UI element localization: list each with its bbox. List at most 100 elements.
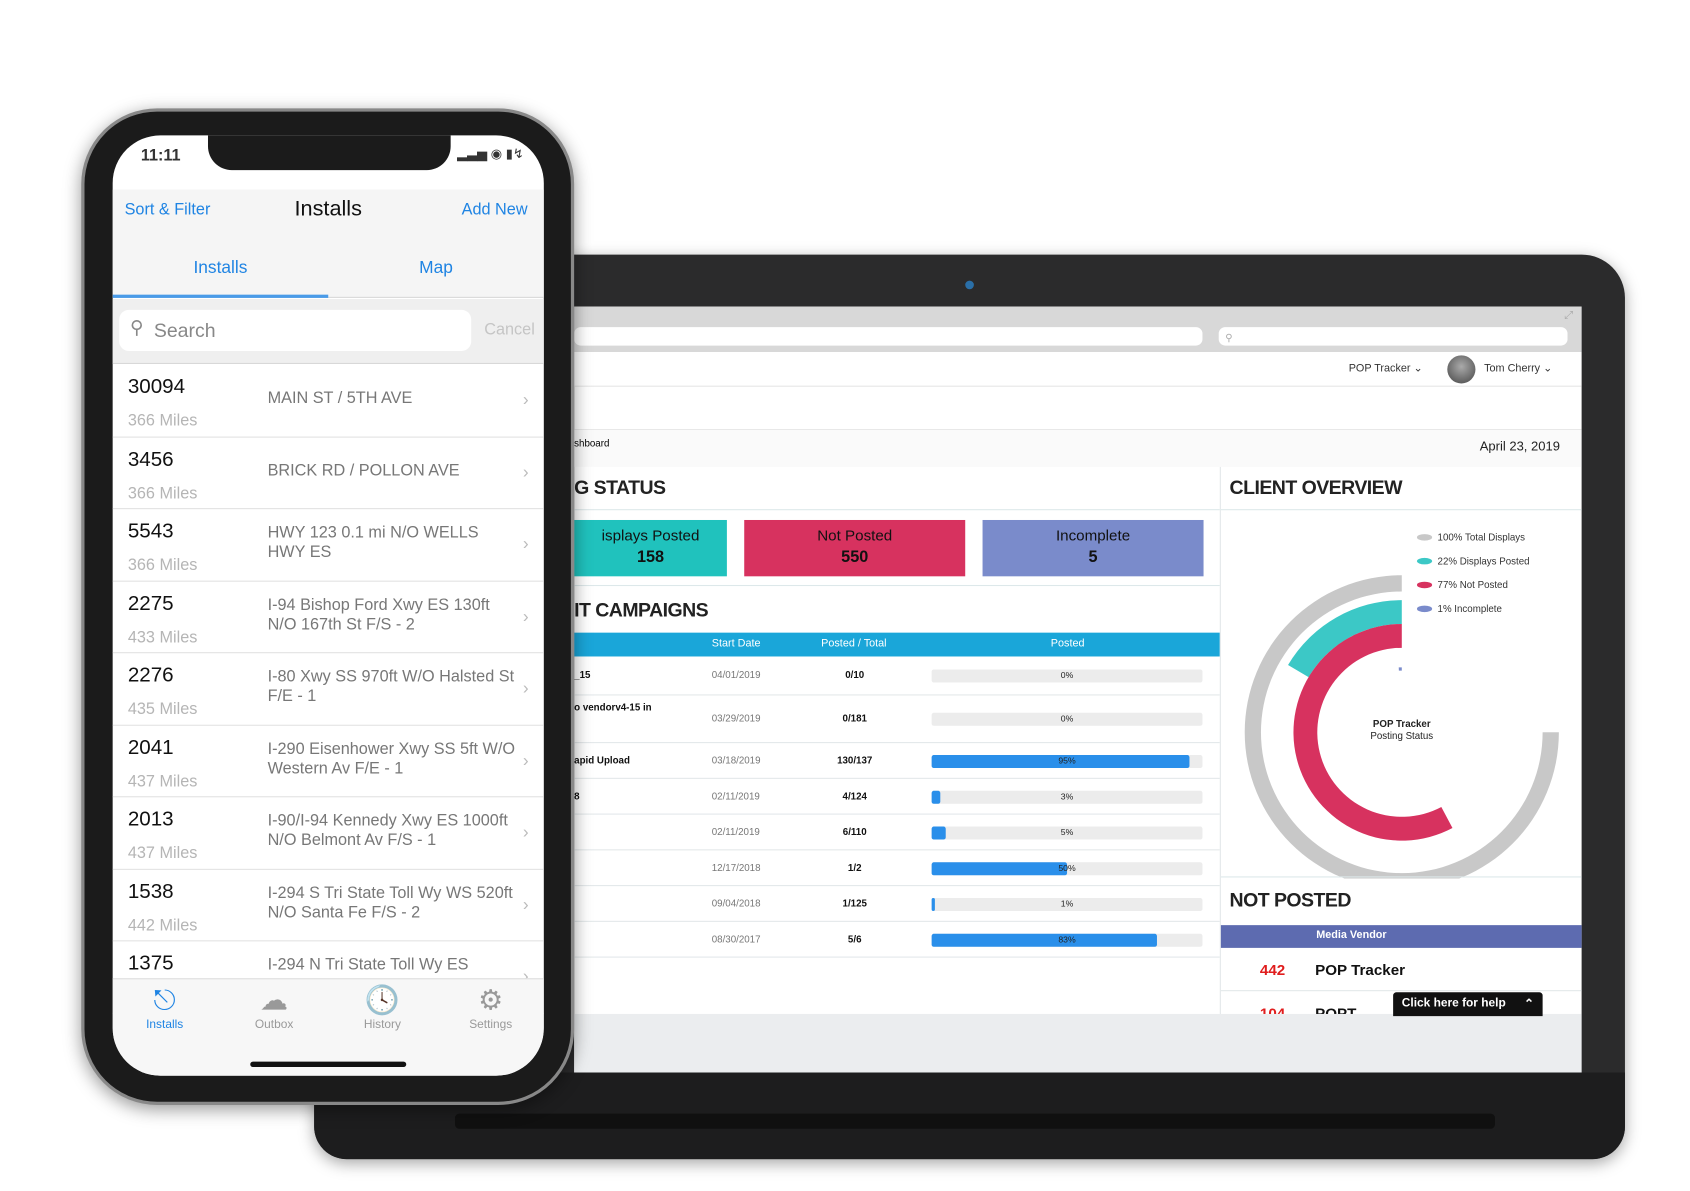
breadcrumb-bar: shboard April 23, 2019	[574, 430, 1582, 467]
avatar[interactable]	[1447, 355, 1476, 384]
install-address: MAIN ST / 5TH AVE	[267, 388, 413, 408]
chevron-right-icon: ›	[522, 535, 529, 554]
card-not-posted[interactable]: Not Posted 550	[744, 519, 966, 577]
sub-header	[574, 387, 1582, 431]
progress-label: 83%	[1058, 934, 1076, 945]
campaign-name[interactable]: _15	[574, 669, 591, 681]
card-label: Not Posted	[817, 526, 893, 544]
card-displays-posted[interactable]: isplays Posted 158	[574, 519, 727, 577]
install-item[interactable]: 5543 366 Miles HWY 123 0.1 mi N/O WELLS …	[112, 509, 544, 582]
tabbar-outbox[interactable]: ☁ Outbox	[225, 984, 322, 1032]
install-item[interactable]: 2041 437 Miles I-290 Eisenhower Xwy SS 5…	[112, 725, 544, 798]
table-row[interactable]: 09/04/2018 1/125 1%	[574, 886, 1220, 922]
divider	[574, 584, 1220, 587]
table-row[interactable]: 02/11/2019 6/110 5%	[574, 815, 1220, 851]
displays-posted-arc[interactable]	[1288, 600, 1402, 678]
campaign-name[interactable]: 8	[574, 790, 580, 802]
posted-total: 5/6	[847, 933, 862, 945]
signal-wifi-battery-icon: ▂▃▅ ◉ ▮↯	[457, 146, 524, 162]
campaign-name[interactable]: apid Upload	[574, 754, 630, 766]
breadcrumb[interactable]: shboard	[574, 437, 610, 449]
posted-total: 1/2	[847, 861, 862, 873]
tab-label: Outbox	[254, 1018, 294, 1032]
install-item[interactable]: 1538 442 Miles I-294 S Tri State Toll Wy…	[112, 869, 544, 942]
tab-label: History	[363, 1018, 401, 1032]
card-value: 5	[1088, 548, 1098, 567]
progress-label: 0%	[1060, 670, 1074, 681]
install-id: 2013	[127, 808, 174, 831]
table-row[interactable]: 8 02/11/2019 4/124 3%	[574, 779, 1220, 815]
vendor-row[interactable]: 442 POP Tracker	[1220, 948, 1582, 992]
status-time: 11:11	[140, 146, 181, 165]
install-distance: 366 Miles	[127, 411, 198, 431]
web-dashboard: ⚲ ⤢ POP Tracker ⌄ Tom Cherry ⌄ shboard A…	[574, 306, 1582, 1073]
chevron-right-icon: ›	[522, 463, 529, 482]
legend-item[interactable]: 22% Displays Posted	[1438, 556, 1530, 567]
posted-total: 4/124	[842, 790, 867, 802]
posted-total: 0/10	[845, 669, 865, 681]
app-switcher[interactable]: POP Tracker ⌄	[1348, 362, 1423, 375]
table-row[interactable]: 08/30/2017 5/6 83%	[574, 922, 1220, 958]
table-row[interactable]: apid Upload 03/18/2019 130/137 95%	[574, 743, 1220, 779]
top-nav: POP Tracker ⌄ Tom Cherry ⌄	[574, 352, 1582, 387]
install-id: 1538	[127, 880, 174, 903]
sort-filter-button[interactable]: Sort & Filter	[124, 200, 211, 219]
chevron-right-icon: ›	[522, 607, 529, 626]
browser-search[interactable]: ⚲	[1218, 327, 1568, 346]
chevron-right-icon: ›	[522, 967, 529, 986]
legend-item[interactable]: 1% Incomplete	[1438, 604, 1502, 615]
install-address: I-80 Xwy SS 970ft W/O Halsted St F/E - 1	[267, 667, 515, 706]
tab-map[interactable]: Map	[419, 258, 453, 278]
laptop-hinge	[454, 1113, 1495, 1129]
install-item[interactable]: 2275 433 Miles I-94 Bishop Ford Xwy ES 1…	[112, 581, 544, 654]
start-date: 03/18/2019	[711, 754, 761, 766]
chart-center-label: Posting Status	[1370, 731, 1433, 742]
posted-total: 0/181	[842, 712, 867, 724]
start-date: 03/29/2019	[711, 712, 761, 724]
install-id: 2275	[127, 592, 174, 615]
install-item[interactable]: 2013 437 Miles I-90/I-94 Kennedy Xwy ES …	[112, 797, 544, 870]
start-date: 02/11/2019	[711, 826, 760, 837]
right-pane: CLIENT OVERVIEW 100% Total Displays 22% D…	[1219, 466, 1582, 1073]
chart-center-label: POP Tracker	[1373, 719, 1431, 730]
legend-item[interactable]: 100% Total Displays	[1438, 533, 1526, 544]
progress-bar: 83%	[931, 933, 1203, 947]
add-new-button[interactable]: Add New	[461, 200, 528, 219]
help-button[interactable]: Click here for help ⌃	[1393, 992, 1543, 1017]
install-address: HWY 123 0.1 mi N/O WELLS HWY ES	[267, 523, 479, 562]
tabbar-installs[interactable]: ⎋ Installs	[116, 984, 213, 1032]
not-posted-arc[interactable]	[1293, 623, 1453, 841]
install-item[interactable]: 30094 366 Miles MAIN ST / 5TH AVE ›	[112, 365, 544, 438]
col-posted-total[interactable]: Posted / Total	[821, 638, 887, 650]
progress-bar: 50%	[931, 861, 1203, 875]
progress-fill	[931, 826, 946, 840]
install-item[interactable]: 3456 366 Miles BRICK RD / POLLON AVE ›	[112, 437, 544, 510]
table-row[interactable]: o vendorv4-15 in 03/29/2019 0/181 0%	[574, 695, 1220, 744]
progress-fill	[931, 861, 1068, 875]
install-distance: 437 Miles	[127, 843, 198, 863]
fullscreen-icon[interactable]: ⤢	[1564, 309, 1573, 322]
progress-bar: 0%	[931, 669, 1203, 683]
col-start-date[interactable]: Start Date	[711, 638, 761, 650]
card-incomplete[interactable]: Incomplete 5	[982, 519, 1204, 577]
search-input[interactable]: ⚲ Search	[119, 309, 472, 351]
table-row[interactable]: 12/17/2018 1/2 50%	[574, 850, 1220, 887]
mobile-app: 11:11 ▂▃▅ ◉ ▮↯ Sort & Filter Installs Ad…	[112, 135, 544, 1076]
legend-item[interactable]: 77% Not Posted	[1438, 580, 1508, 591]
address-bar[interactable]	[574, 327, 1203, 346]
card-value: 158	[636, 548, 665, 567]
vendor-name: POP Tracker	[1315, 960, 1406, 979]
install-id: 2041	[127, 736, 174, 759]
campaign-name[interactable]: o vendorv4-15 in	[574, 701, 652, 713]
user-menu[interactable]: Tom Cherry ⌄	[1484, 362, 1553, 375]
incomplete-arc[interactable]	[1398, 667, 1402, 671]
cancel-button[interactable]: Cancel	[484, 320, 535, 340]
install-item[interactable]: 2276 435 Miles I-80 Xwy SS 970ft W/O Hal…	[112, 653, 544, 726]
tabbar-settings[interactable]: ⚙ Settings	[442, 984, 539, 1032]
tab-installs[interactable]: Installs	[193, 258, 248, 278]
install-id: 5543	[127, 519, 174, 543]
table-row[interactable]: _15 04/01/2019 0/10 0%	[574, 656, 1220, 696]
col-posted[interactable]: Posted	[1050, 638, 1085, 650]
tabbar-history[interactable]: 🕓 History	[334, 984, 431, 1032]
legend-swatch	[1416, 605, 1433, 613]
